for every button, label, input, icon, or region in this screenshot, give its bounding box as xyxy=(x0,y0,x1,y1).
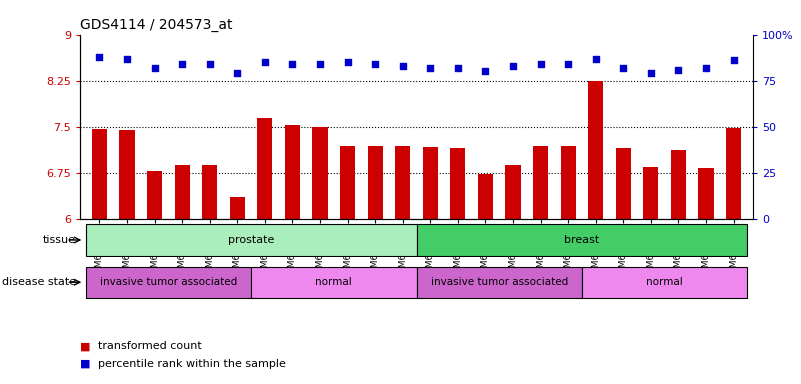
Text: prostate: prostate xyxy=(227,235,274,245)
Bar xyxy=(119,130,135,219)
Text: breast: breast xyxy=(565,235,600,245)
Bar xyxy=(533,146,548,219)
Bar xyxy=(643,167,658,219)
Bar xyxy=(423,147,438,219)
Bar xyxy=(175,166,190,219)
Bar xyxy=(505,166,521,219)
Text: normal: normal xyxy=(646,277,683,287)
Bar xyxy=(450,147,465,219)
Bar xyxy=(230,197,245,219)
Bar xyxy=(726,128,741,219)
Bar xyxy=(395,146,410,219)
Point xyxy=(396,63,409,69)
Point xyxy=(479,68,492,74)
Point xyxy=(368,61,381,67)
Text: invasive tumor associated: invasive tumor associated xyxy=(431,277,568,287)
Bar xyxy=(147,171,162,219)
Point xyxy=(727,57,740,63)
Bar xyxy=(616,148,631,219)
Point xyxy=(314,61,327,67)
Text: percentile rank within the sample: percentile rank within the sample xyxy=(98,359,286,369)
Bar xyxy=(582,267,747,298)
Bar xyxy=(86,267,251,298)
Bar xyxy=(257,118,272,219)
Text: GDS4114 / 204573_at: GDS4114 / 204573_at xyxy=(80,18,232,32)
Point xyxy=(672,66,685,73)
Point xyxy=(121,55,134,61)
Bar xyxy=(478,174,493,219)
Text: normal: normal xyxy=(316,277,352,287)
Point xyxy=(231,70,244,76)
Point xyxy=(617,65,630,71)
Bar xyxy=(86,224,417,256)
Bar xyxy=(202,165,217,219)
Point xyxy=(148,65,161,71)
Text: transformed count: transformed count xyxy=(98,341,202,351)
Point xyxy=(562,61,574,67)
Point xyxy=(286,61,299,67)
Point xyxy=(645,70,658,76)
Point xyxy=(590,55,602,61)
Bar xyxy=(417,224,747,256)
Bar xyxy=(698,169,714,219)
Text: invasive tumor associated: invasive tumor associated xyxy=(99,277,237,287)
Point xyxy=(534,61,547,67)
Text: tissue: tissue xyxy=(43,235,76,245)
Point xyxy=(452,65,465,71)
Point xyxy=(259,59,272,65)
Bar xyxy=(588,81,603,219)
Bar xyxy=(340,146,355,219)
Text: disease state: disease state xyxy=(2,277,76,287)
Point xyxy=(175,61,188,67)
Point xyxy=(203,61,216,67)
Text: ■: ■ xyxy=(80,359,94,369)
Bar xyxy=(417,267,582,298)
Point xyxy=(341,59,354,65)
Bar xyxy=(671,150,686,219)
Bar xyxy=(285,126,300,219)
Bar xyxy=(561,146,576,219)
Point xyxy=(699,65,712,71)
Bar xyxy=(92,129,107,219)
Text: ■: ■ xyxy=(80,341,94,351)
Bar xyxy=(312,127,328,219)
Point xyxy=(506,63,519,69)
Point xyxy=(93,54,106,60)
Point xyxy=(424,65,437,71)
Bar xyxy=(251,267,417,298)
Bar xyxy=(368,146,383,219)
